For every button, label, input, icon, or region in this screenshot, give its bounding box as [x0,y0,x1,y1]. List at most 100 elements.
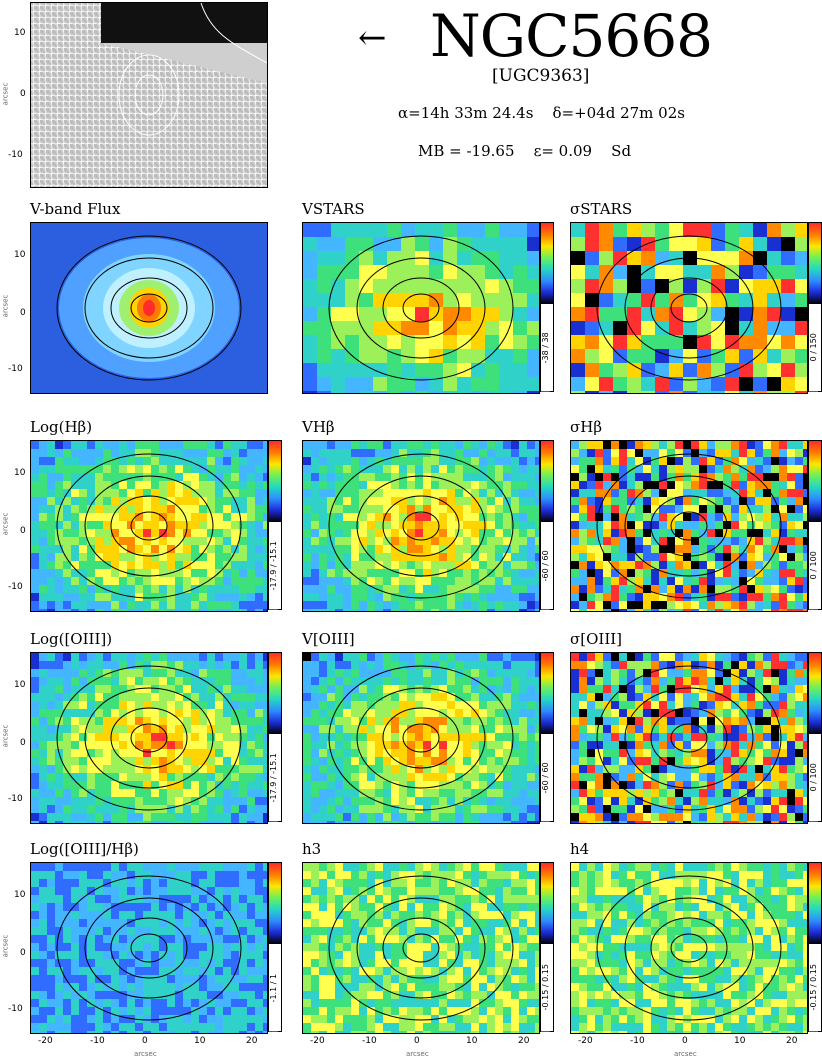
y-tick-label: 0 [20,526,26,536]
x-tick-label: -10 [630,1036,645,1046]
panel-title: V-band Flux [30,200,121,218]
x-tick-label: 0 [414,1036,420,1046]
x-tick-label: 0 [142,1036,148,1046]
colorbar: -38 / 38 [540,222,554,392]
colorbar: -17.9 / -15.1 [268,652,282,822]
map-panel [570,440,808,612]
map-panel [570,862,808,1034]
y-axis-label: arcsec [1,512,10,536]
y-axis-label: arcsec [1,724,10,748]
map-panel [30,652,268,824]
y-tick-label: 10 [14,890,26,900]
colorbar: -0.15 / 0.15 [808,862,822,1032]
panel-title: σ[OIII] [570,630,623,648]
left-arrow-icon: ← [358,18,387,58]
colorbar: 0 / 150 [808,222,822,392]
map-panel [302,440,540,612]
colorbar-range: 0 / 150 [809,303,818,391]
thumbnail-image [30,2,268,188]
y-tick-label: 0 [20,738,26,748]
y-tick-label: -10 [8,1004,23,1014]
y-tick-label: 10 [14,680,26,690]
x-axis-label: arcsec [406,1050,429,1058]
colorbar: 0 / 100 [808,652,822,822]
x-tick-label: 0 [682,1036,688,1046]
map-panel [30,222,268,394]
colorbar-gradient [541,863,553,944]
map-panel [30,862,268,1034]
morph-type: Sd [611,142,632,160]
colorbar-gradient [809,863,821,944]
x-tick-label: 20 [786,1036,798,1046]
galaxy-params: MB = -19.65 ε= 0.09 Sd [418,142,631,160]
thumb-ytick-0: 0 [20,89,26,99]
y-tick-label: -10 [8,794,23,804]
page-title: NGC5668 [430,2,713,70]
ellipticity: ε= 0.09 [533,142,593,160]
panel-title: VHβ [302,418,335,436]
colorbar-gradient [541,653,553,734]
colorbar-gradient [541,223,553,304]
colorbar-range: -60 / 60 [541,733,550,821]
panel-title: VSTARS [302,200,365,218]
colorbar-gradient [809,653,821,734]
x-tick-label: 20 [518,1036,530,1046]
colorbar-gradient [269,863,281,944]
y-tick-label: -10 [8,364,23,374]
colorbar-range: -38 / 38 [541,303,550,391]
colorbar-gradient [809,441,821,522]
panel-title: Log([OIII]/Hβ) [30,840,139,858]
panel-title: h4 [570,840,590,858]
colorbar: 0 / 100 [808,440,822,610]
x-tick-label: 10 [466,1036,478,1046]
y-tick-label: 0 [20,308,26,318]
thumb-ylabel: arcsec [1,82,10,106]
x-tick-label: -10 [90,1036,105,1046]
colorbar-range: -1.1 / 1 [269,943,278,1031]
panel-title: σSTARS [570,200,633,218]
colorbar-range: -17.9 / -15.1 [269,733,278,821]
dec-value: δ=+04d 27m 02s [552,104,685,122]
colorbar-range: -0.15 / 0.15 [541,943,550,1031]
panel-title: V[OIII] [302,630,355,648]
map-panel [570,652,808,824]
y-tick-label: 10 [14,250,26,260]
colorbar-range: -60 / 60 [541,521,550,609]
y-tick-label: 0 [20,948,26,958]
x-tick-label: -20 [578,1036,593,1046]
map-panel [302,222,540,394]
panel-title: h3 [302,840,322,858]
x-tick-label: -10 [362,1036,377,1046]
x-tick-label: 20 [246,1036,258,1046]
map-panel [30,440,268,612]
colorbar: -17.9 / -15.1 [268,440,282,610]
y-tick-label: 10 [14,468,26,478]
alt-designation: [UGC9363] [492,66,590,86]
colorbar-range: 0 / 100 [809,521,818,609]
colorbar-range: 0 / 100 [809,733,818,821]
panel-title: Log(Hβ) [30,418,93,436]
colorbar-gradient [269,441,281,522]
map-panel [570,222,808,394]
x-axis-label: arcsec [674,1050,697,1058]
x-tick-label: 10 [194,1036,206,1046]
panel-title: σHβ [570,418,602,436]
x-tick-label: -20 [38,1036,53,1046]
y-tick-label: -10 [8,582,23,592]
thumb-ytick-10: 10 [14,28,26,38]
abs-mag: MB = -19.65 [418,142,515,160]
thumb-ytick-neg10: -10 [8,150,23,160]
map-panel [302,862,540,1034]
map-panel [302,652,540,824]
colorbar-gradient [809,223,821,304]
y-axis-label: arcsec [1,294,10,318]
colorbar: -60 / 60 [540,440,554,610]
colorbar: -0.15 / 0.15 [540,862,554,1032]
colorbar-range: -0.15 / 0.15 [809,943,818,1031]
ra-value: α=14h 33m 24.4s [398,104,534,122]
colorbar-gradient [541,441,553,522]
x-tick-label: -20 [310,1036,325,1046]
panel-title: Log([OIII]) [30,630,113,648]
colorbar-range: -17.9 / -15.1 [269,521,278,609]
x-tick-label: 10 [734,1036,746,1046]
